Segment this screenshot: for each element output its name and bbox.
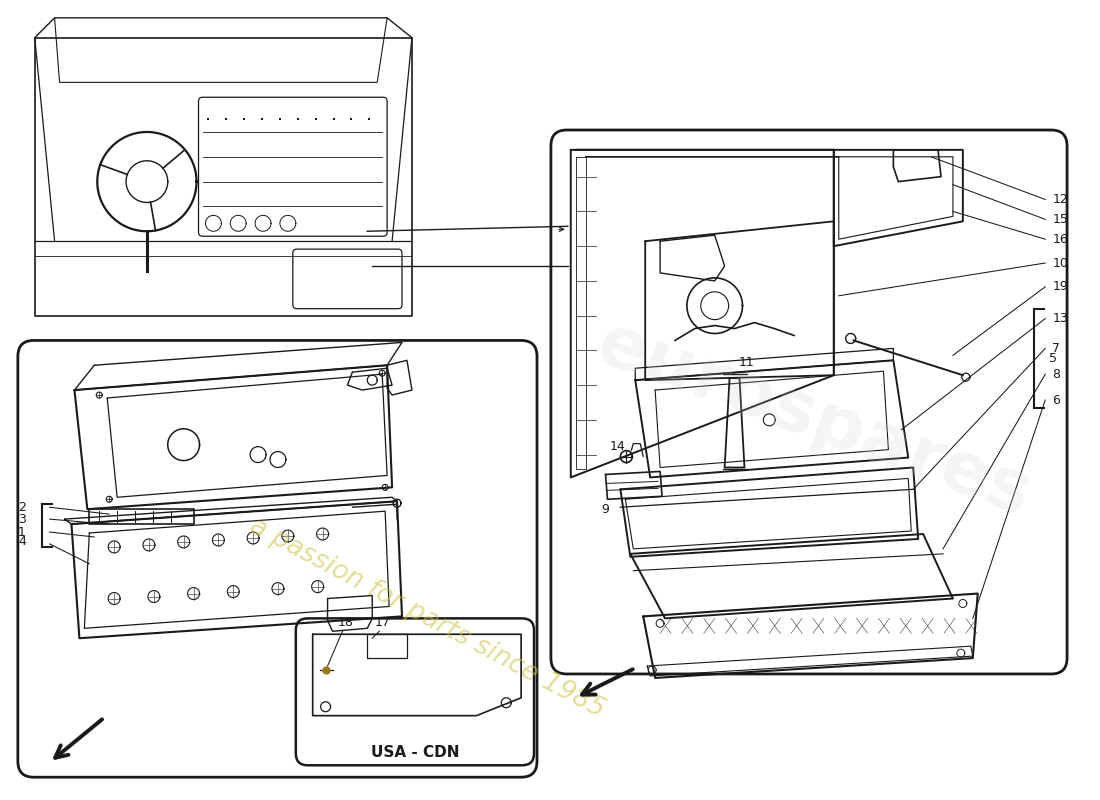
Text: 15: 15 [1053,213,1068,226]
Text: 9: 9 [602,502,609,516]
Text: 8: 8 [1053,368,1060,381]
Text: 4: 4 [18,535,25,549]
Text: 17: 17 [374,616,390,630]
Text: 10: 10 [1053,257,1068,270]
Text: 5: 5 [1049,352,1057,365]
Text: 11: 11 [738,356,755,369]
Text: 7: 7 [1053,342,1060,355]
Text: 1: 1 [18,526,25,538]
Text: USA - CDN: USA - CDN [371,745,459,760]
Text: eurospares: eurospares [587,310,1041,530]
Text: 12: 12 [1053,193,1068,206]
Text: 14: 14 [609,440,625,453]
Text: 16: 16 [1053,233,1068,246]
Text: 18: 18 [338,616,353,630]
Text: 19: 19 [1053,280,1068,294]
Text: 3: 3 [18,513,25,526]
Text: 6: 6 [1053,394,1060,406]
Text: a passion for parts since 1985: a passion for parts since 1985 [245,514,608,723]
Text: 2: 2 [18,501,25,514]
Text: 13: 13 [1053,312,1068,325]
